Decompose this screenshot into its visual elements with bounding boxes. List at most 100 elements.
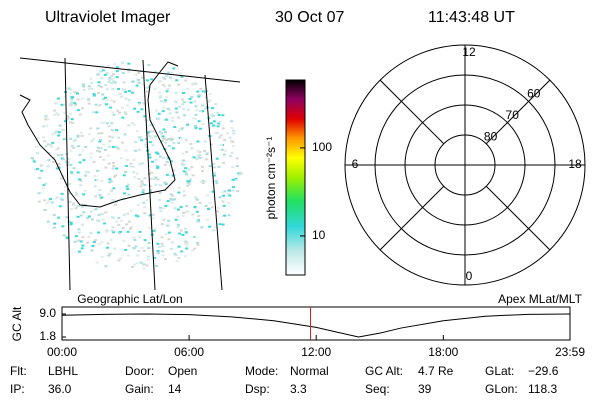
pixel [221, 114, 225, 117]
pixel [197, 120, 201, 123]
pixel [57, 216, 61, 219]
pixel [76, 215, 80, 218]
pixel [192, 235, 196, 238]
pixel [80, 97, 84, 100]
pixel [70, 118, 74, 121]
pixel [138, 230, 142, 233]
pixel [158, 206, 162, 209]
pixel [115, 146, 119, 149]
pixel [209, 143, 213, 146]
pixel [206, 218, 210, 221]
mlt-label: 12 [462, 45, 476, 59]
pixel [111, 111, 115, 114]
pixel [170, 201, 174, 204]
pixel [211, 114, 215, 117]
pixel [96, 73, 100, 76]
pixel [100, 241, 104, 244]
pixel [131, 165, 135, 168]
pixel [80, 223, 84, 226]
pixel [121, 226, 125, 229]
pixel [174, 254, 178, 257]
pixel [119, 230, 123, 233]
pixel [157, 112, 161, 115]
pixel [63, 120, 67, 123]
pixel [172, 67, 176, 70]
pixel [87, 133, 91, 136]
pixel [138, 235, 142, 238]
pixel [150, 78, 154, 81]
pixel [137, 101, 141, 104]
pixel [75, 205, 79, 208]
pixel [112, 187, 116, 190]
pixel [141, 76, 145, 79]
pixel [64, 153, 68, 156]
pixel [103, 222, 107, 225]
pixel [36, 152, 40, 155]
pixel [146, 148, 150, 151]
pixel [196, 220, 200, 223]
pixel [171, 198, 175, 201]
pixel [193, 207, 197, 210]
pixel [79, 240, 83, 243]
pixel [216, 125, 220, 128]
pixel [214, 226, 218, 229]
pixel [161, 76, 165, 79]
spoke [485, 185, 551, 251]
pixel [81, 203, 85, 206]
pixel [72, 140, 76, 143]
pixel [232, 186, 236, 189]
pixel [190, 147, 194, 150]
field-value: 118.3 [528, 382, 557, 396]
pixel [199, 87, 203, 90]
pixel [132, 158, 136, 161]
pixel [101, 69, 105, 72]
pixel [210, 107, 214, 110]
pixel [186, 184, 190, 187]
pixel [208, 225, 212, 228]
pixel [115, 70, 119, 73]
pixel [171, 119, 175, 122]
pixel [34, 138, 38, 141]
pixel [184, 79, 188, 82]
pixel [43, 199, 47, 202]
pixel [228, 194, 232, 197]
pixel [164, 182, 168, 185]
pixel [93, 175, 97, 178]
pixel [95, 261, 99, 264]
pixel [189, 142, 193, 145]
pixel [46, 143, 50, 146]
pixel [72, 167, 76, 170]
pixel [158, 192, 162, 195]
pixel [56, 113, 60, 116]
pixel [74, 193, 78, 196]
polar-label: Apex MLat/MLT [498, 292, 582, 306]
pixel [69, 223, 73, 226]
pixel [74, 103, 78, 106]
pixel [160, 236, 164, 239]
pixel [198, 153, 202, 156]
colorbar-label: photon cm⁻²s⁻¹ [264, 137, 278, 220]
pixel [71, 96, 75, 99]
pixel [162, 207, 166, 210]
pixel [80, 205, 84, 208]
date: 30 Oct 07 [275, 9, 344, 26]
pixel [133, 140, 137, 143]
pixel [200, 170, 204, 173]
pixel [136, 203, 140, 206]
pixel [110, 189, 114, 192]
pixel [129, 226, 133, 229]
pixel [193, 247, 197, 250]
pixel [107, 80, 111, 83]
pixel [184, 242, 188, 245]
pixel [86, 171, 90, 174]
pixel [67, 157, 71, 160]
pixel [137, 177, 141, 180]
pixel [80, 107, 84, 110]
pixel [42, 125, 46, 128]
pixel [169, 193, 173, 196]
pixel [110, 122, 114, 125]
pixel [52, 156, 56, 159]
pixel [136, 215, 140, 218]
pixel [108, 252, 112, 255]
pixel [126, 212, 130, 215]
